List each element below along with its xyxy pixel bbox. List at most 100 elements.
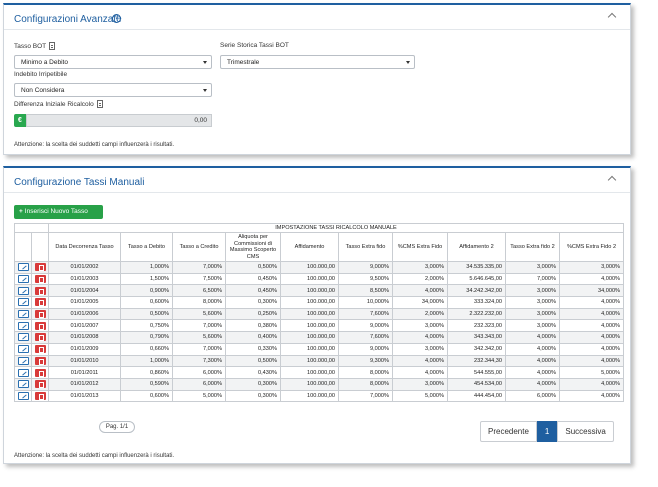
table-row: 01/01/2007 0,750% 7,000% 0,380% 100.000,00 9,… bbox=[14, 319, 625, 333]
pagination: Precedente 1 Successiva bbox=[480, 421, 614, 442]
table-cell: 4,000% bbox=[392, 284, 448, 298]
chevron-up-icon[interactable] bbox=[608, 174, 616, 182]
help-icon[interactable]: ? bbox=[112, 14, 121, 23]
trash-icon[interactable] bbox=[34, 263, 46, 272]
table-cell: 100.000,00 bbox=[280, 366, 339, 379]
trash-icon[interactable] bbox=[34, 275, 46, 284]
add-rate-button[interactable]: + Inserisci Nuovo Tasso bbox=[14, 205, 103, 219]
table-cell: 34,000% bbox=[392, 296, 448, 309]
edit-icon[interactable] bbox=[17, 321, 29, 330]
delete-cell bbox=[31, 296, 49, 309]
trash-icon[interactable] bbox=[34, 321, 46, 330]
edit-icon[interactable] bbox=[17, 310, 29, 319]
table-row: 01/01/2008 0,790% 5,600% 0,400% 100.000,00 7,… bbox=[14, 331, 625, 344]
table-cell: 8,000% bbox=[338, 366, 393, 379]
edit-cell bbox=[14, 284, 32, 298]
table-cell: 3,000% bbox=[392, 342, 448, 356]
edit-icon[interactable] bbox=[17, 275, 29, 284]
page-1-button[interactable]: 1 bbox=[536, 421, 558, 442]
trash-icon[interactable] bbox=[34, 345, 46, 354]
add-rate-label: Inserisci Nuovo Tasso bbox=[24, 208, 88, 215]
delete-cell bbox=[31, 261, 49, 274]
table-header-row: Data Decorrenza Tasso Tasso a Debito Tasso… bbox=[14, 232, 625, 262]
table-cell: 4,000% bbox=[505, 366, 560, 379]
trash-icon[interactable] bbox=[34, 286, 46, 295]
table-cell: 4,000% bbox=[558, 296, 625, 309]
table-cell: 3,000% bbox=[505, 296, 560, 309]
table-cell: 3,000% bbox=[505, 284, 560, 298]
edit-cell bbox=[14, 272, 32, 286]
table-cell: 0,750% bbox=[120, 319, 173, 333]
column-header: Aliquota per Commissioni di Massimo Scop… bbox=[225, 232, 281, 262]
header-delete bbox=[31, 232, 49, 262]
next-page-button[interactable]: Successiva bbox=[557, 421, 614, 442]
table-cell: 7,300% bbox=[172, 354, 226, 368]
previous-page-button[interactable]: Precedente bbox=[480, 421, 537, 442]
edit-cell bbox=[14, 296, 32, 309]
table-cell: 8,500% bbox=[338, 284, 393, 298]
advanced-panel-title: Configurazioni Avanzate bbox=[14, 14, 122, 25]
table-cell: 4,000% bbox=[505, 377, 560, 391]
tasso-bot-select[interactable]: Minimo a Debito bbox=[14, 55, 212, 69]
table-row: 01/01/2004 0,900% 6,500% 0,450% 100.000,00 8,… bbox=[14, 284, 625, 298]
edit-icon[interactable] bbox=[17, 345, 29, 354]
table-row: 01/01/2013 0,600% 5,000% 0,300% 100.000,00 7,… bbox=[14, 389, 625, 403]
table-cell: 0,450% bbox=[225, 284, 281, 298]
chevron-up-icon[interactable] bbox=[608, 11, 616, 19]
table-cell: 9,300% bbox=[338, 354, 393, 368]
edit-icon[interactable] bbox=[17, 333, 29, 342]
table-cell: 5,600% bbox=[172, 307, 226, 321]
trash-icon[interactable] bbox=[34, 333, 46, 342]
table-cell: 100.000,00 bbox=[280, 389, 339, 403]
tasso-bot-label: Tasso BOT bbox=[14, 42, 56, 50]
edit-icon[interactable] bbox=[17, 368, 29, 377]
edit-icon[interactable] bbox=[17, 380, 29, 389]
table-cell: 34.242.342,00 bbox=[447, 284, 506, 298]
table-cell: 343.343,00 bbox=[447, 331, 506, 344]
edit-icon[interactable] bbox=[17, 356, 29, 365]
serie-storica-value: Trimestrale bbox=[227, 59, 260, 66]
table-cell: 2.322.232,00 bbox=[447, 307, 506, 321]
table-cell: 34.535.335,00 bbox=[447, 261, 506, 274]
table-cell: 4,000% bbox=[392, 366, 448, 379]
table-cell: 0,330% bbox=[225, 342, 281, 356]
table-row: 01/01/2005 0,600% 8,000% 0,300% 100.000,00 10… bbox=[14, 296, 625, 309]
table-row: 01/01/2002 1,000% 7,000% 0,500% 100.000,00 9,… bbox=[14, 261, 625, 274]
table-cell: 9,000% bbox=[338, 261, 393, 274]
trash-icon[interactable] bbox=[34, 368, 46, 377]
table-cell: 5,000% bbox=[558, 366, 625, 379]
advanced-panel-header[interactable]: Configurazioni Avanzate ? bbox=[4, 5, 630, 30]
table-row: 01/01/2010 1,000% 7,300% 0,500% 100.000,00 9,… bbox=[14, 354, 625, 368]
trash-icon[interactable] bbox=[34, 391, 46, 400]
trash-icon[interactable] bbox=[34, 310, 46, 319]
document-icon[interactable] bbox=[96, 100, 103, 108]
edit-icon[interactable] bbox=[17, 298, 29, 307]
delete-cell bbox=[31, 377, 49, 391]
table-cell: 9,500% bbox=[338, 272, 393, 286]
manual-panel-header[interactable]: Configurazione Tassi Manuali bbox=[4, 168, 630, 193]
trash-icon[interactable] bbox=[34, 380, 46, 389]
table-cell: 6,500% bbox=[172, 284, 226, 298]
delete-cell bbox=[31, 319, 49, 333]
edit-cell bbox=[14, 331, 32, 344]
table-cell: 100.000,00 bbox=[280, 377, 339, 391]
table-corner-cell bbox=[14, 223, 49, 233]
differenza-input-group: € 0,00 bbox=[14, 114, 212, 127]
indebito-select[interactable]: Non Considera bbox=[14, 83, 212, 97]
table-cell: 544.555,00 bbox=[447, 366, 506, 379]
edit-icon[interactable] bbox=[17, 286, 29, 295]
trash-icon[interactable] bbox=[34, 298, 46, 307]
table-cell: 0,380% bbox=[225, 319, 281, 333]
table-title: IMPOSTAZIONE TASSI RICALCOLO MANUALE bbox=[47, 223, 625, 233]
edit-icon[interactable] bbox=[17, 391, 29, 400]
document-icon[interactable] bbox=[49, 42, 56, 50]
serie-storica-select[interactable]: Trimestrale bbox=[220, 55, 415, 69]
trash-icon[interactable] bbox=[34, 356, 46, 365]
edit-icon[interactable] bbox=[17, 263, 29, 272]
table-cell: 4,000% bbox=[505, 354, 560, 368]
table-cell: 0,600% bbox=[120, 389, 173, 403]
table-cell: 0,250% bbox=[225, 307, 281, 321]
edit-cell bbox=[14, 307, 32, 321]
table-cell: 5,000% bbox=[172, 389, 226, 403]
table-cell: 6,000% bbox=[172, 366, 226, 379]
